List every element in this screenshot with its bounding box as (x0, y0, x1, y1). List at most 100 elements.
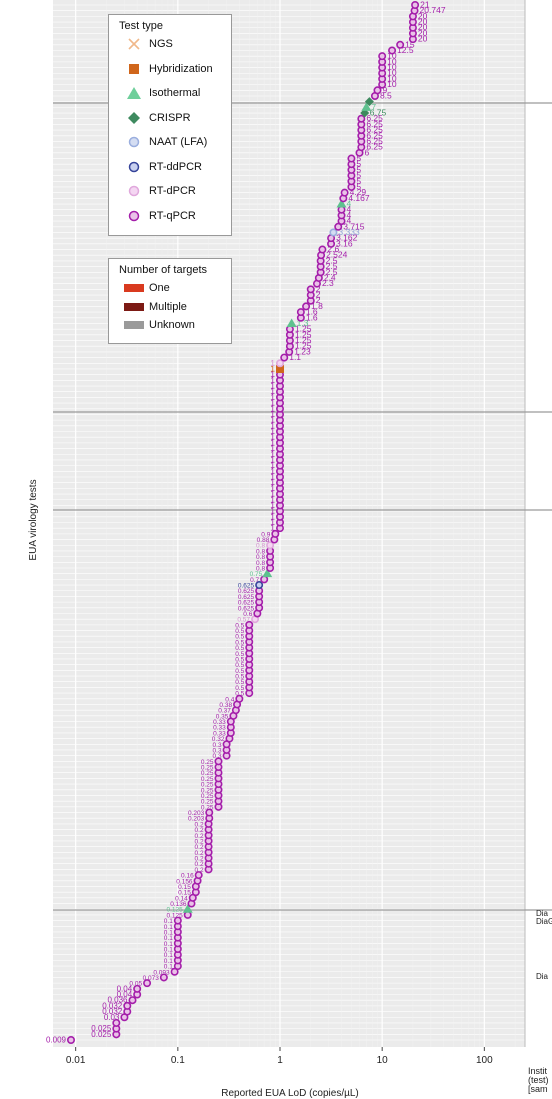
point-label: 0.5 (235, 691, 244, 698)
point-label: 0.25 (201, 776, 214, 783)
point-label: 4 (347, 199, 352, 209)
horizontal-gridlines (53, 4, 525, 1041)
point-label: 0.1 (164, 929, 173, 936)
point-label: 1.25 (295, 324, 312, 334)
point-label: 6 (365, 147, 370, 157)
point-label: 1.8 (311, 301, 323, 311)
point-label: 0.5 (235, 628, 244, 635)
point-label: 0.8 (256, 560, 265, 567)
point-label: 0.009 (46, 1036, 67, 1045)
legend-item-label: CRISPR (149, 111, 191, 124)
point-label: 5 (356, 159, 361, 169)
point-label: 6.25 (366, 125, 383, 135)
point-rt-qpcr (245, 620, 254, 629)
point-label: 0.7 (250, 577, 259, 584)
point-label: 0.88 (257, 537, 270, 544)
point-label: 0.1 (164, 924, 173, 931)
circle-icon (119, 136, 149, 148)
point-label: 0.2 (195, 844, 204, 851)
point-label: 0.136 (170, 901, 187, 908)
point-label: 0.2 (195, 861, 204, 868)
point-label: 0.073 (143, 975, 160, 982)
point-label: 1 (270, 358, 275, 368)
point-isothermal (182, 904, 193, 913)
point-rt-qpcr (340, 188, 349, 197)
diamond-icon (119, 111, 149, 124)
point-label: 2.4 (324, 272, 336, 282)
point-label: 1 (270, 449, 275, 459)
point-label: 0.5 (235, 645, 244, 652)
point-label: 0.04 (117, 984, 133, 993)
point-label: 15 (405, 39, 415, 49)
point-label: 2.524 (326, 250, 348, 260)
point-label: 0.37 (218, 708, 231, 715)
point-label: 0.5 (235, 668, 244, 675)
point-rt-qpcr (302, 302, 311, 311)
square-icon (119, 63, 149, 75)
point-rt-qpcr (388, 46, 397, 55)
point-label: 1.25 (295, 329, 312, 339)
point-label: 0.15 (178, 884, 191, 891)
point-label: 0.25 (201, 787, 214, 794)
point-label: 0.16 (181, 873, 194, 880)
point-label: 0.3 (213, 753, 222, 760)
point-label: 0.2 (195, 856, 204, 863)
point-label: 3.715 (343, 221, 365, 231)
point-label: 21 (420, 0, 430, 10)
point-label: 0.032 (102, 1007, 123, 1016)
point-label: 1 (270, 523, 275, 533)
x-tick-label: 0.1 (171, 1055, 185, 1066)
point-label: 0.125 (166, 907, 183, 914)
point-label: 0.15 (178, 890, 191, 897)
legend-test-type-title: Test type (119, 20, 164, 32)
point-label: 20 (418, 11, 428, 21)
point-label: 0.625 (238, 588, 255, 595)
triangle-icon (119, 87, 149, 100)
circle-icon (119, 161, 149, 173)
x-tick-label: 100 (476, 1055, 493, 1066)
point-label: 0.025 (91, 1030, 112, 1039)
point-label: 0.5 (235, 622, 244, 629)
point-label: 1 (270, 437, 275, 447)
point-rt-qpcr (396, 40, 405, 49)
legend-item-crispr: CRISPR (119, 106, 231, 131)
point-label: 1 (270, 432, 275, 442)
color-swatch-icon (119, 321, 149, 330)
point-label: 0.2 (195, 821, 204, 828)
point-label: 1 (270, 403, 275, 413)
legend-item-label: Hybridization (149, 62, 213, 75)
point-label: 20 (418, 17, 428, 27)
x-tick-label: 10 (377, 1055, 389, 1066)
cross-icon (119, 38, 149, 50)
point-label: 1 (270, 511, 275, 521)
point-label: 0.5 (235, 639, 244, 646)
point-label: 10 (387, 73, 397, 83)
point-label: 20 (418, 22, 428, 32)
point-label: 2.6 (327, 244, 339, 254)
point-label: 0.1 (164, 958, 173, 965)
legend-item-rt-dpcr: RT-dPCR (119, 179, 231, 204)
point-label: 6.75 (370, 108, 387, 118)
point-label: 1 (270, 386, 275, 396)
point-label: 1 (270, 466, 275, 476)
legend-item-rt-qpcr: RT-qPCR (119, 204, 231, 229)
point-label: 10 (387, 51, 397, 61)
point-label: 1 (270, 375, 275, 385)
point-label: 0.2 (195, 867, 204, 874)
point-label: 0.5 (235, 679, 244, 686)
point-label: 6.25 (366, 142, 383, 152)
point-rt-qpcr (306, 285, 315, 294)
point-rt-qpcr (128, 996, 137, 1005)
clipped-label-right-top: Dia DiaG (536, 910, 552, 926)
point-rt-qpcr (373, 86, 382, 95)
point-crispr (364, 97, 374, 107)
point-label: 1 (270, 477, 275, 487)
point-label: 0.625 (238, 594, 255, 601)
point-label: 1.6 (306, 312, 318, 322)
point-label: 0.1 (164, 952, 173, 959)
point-label: 4 (347, 216, 352, 226)
point-rt-qpcr (159, 973, 168, 982)
legend-item-label: RT-ddPCR (149, 160, 202, 173)
point-label: 1.25 (295, 341, 312, 351)
